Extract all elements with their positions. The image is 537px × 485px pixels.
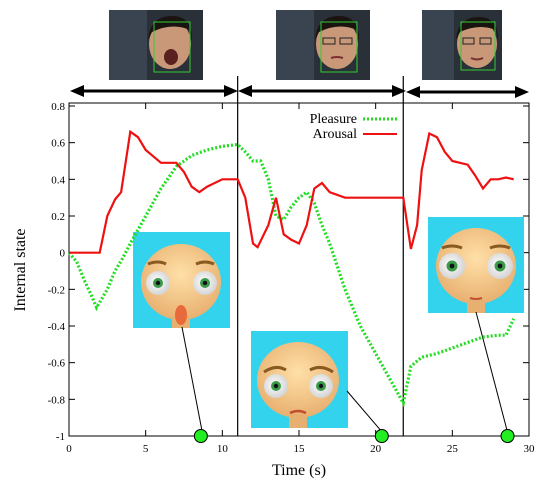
photo-frame-2 [276, 10, 370, 80]
y-tick-label: 0 [60, 248, 66, 260]
x-tick-label: 0 [66, 443, 72, 455]
x-tick-label: 20 [370, 443, 382, 455]
legend-label-arousal: Arousal [313, 127, 357, 142]
marker-dot [374, 429, 389, 443]
photo-frame-1 [109, 10, 203, 80]
y-axis-label: Internal state [12, 228, 29, 311]
y-tick-label: -0.8 [48, 394, 66, 406]
marker-layer [193, 429, 515, 443]
robot-face-2 [251, 331, 348, 428]
marker-dot [500, 429, 515, 443]
x-axis: 0 5 10 15 20 25 30 [66, 103, 535, 455]
x-axis-label: Time (s) [272, 462, 326, 479]
callout-line-1 [181, 326, 204, 437]
series-layer [67, 129, 516, 408]
x-tick-label: 10 [217, 443, 229, 455]
robot-face-1 [133, 232, 230, 328]
x-tick-label: 15 [294, 443, 306, 455]
robot-face-3 [428, 217, 524, 313]
callout-line-3 [475, 311, 509, 435]
photo-frame-3 [422, 10, 502, 80]
legend-label-pleasure: Pleasure [310, 112, 357, 127]
y-tick-label: 0.4 [51, 174, 65, 186]
y-tick-label: -0.6 [48, 358, 66, 370]
segment-dividers [237, 76, 404, 436]
y-tick-label: -0.2 [48, 284, 65, 296]
callout-lines [181, 311, 509, 437]
y-tick-label: 0.8 [51, 101, 65, 113]
y-tick-label: -1 [56, 431, 65, 443]
x-tick-label: 25 [447, 443, 459, 455]
x-tick-label: 5 [143, 443, 149, 455]
marker-dot [193, 429, 208, 443]
legend: Pleasure Arousal [310, 112, 397, 142]
series-line-arousal [69, 129, 514, 254]
callout-line-2 [346, 390, 384, 434]
y-tick-label: -0.4 [48, 321, 66, 333]
y-tick-label: 0.2 [51, 211, 65, 223]
x-tick-label: 30 [524, 443, 536, 455]
y-axis: -1 -0.8 -0.6 -0.4 -0.2 0 0.2 0.4 0.6 0.8 [48, 101, 529, 443]
y-tick-label: 0.6 [51, 138, 65, 150]
segment-arrows [70, 85, 529, 98]
